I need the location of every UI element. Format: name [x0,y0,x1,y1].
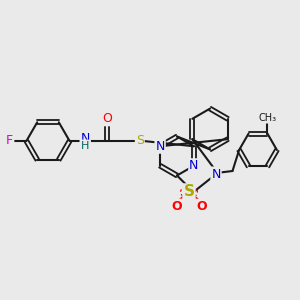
Text: N: N [211,167,221,181]
Text: H: H [81,140,89,151]
Text: N: N [155,140,165,153]
Text: O: O [196,200,207,213]
Text: O: O [102,112,112,125]
Text: N: N [189,159,199,172]
Text: F: F [6,134,13,148]
Text: N: N [80,131,90,145]
Text: O: O [171,200,182,213]
Text: CH₃: CH₃ [258,113,277,123]
Text: S: S [136,134,144,148]
Text: S: S [184,184,194,200]
